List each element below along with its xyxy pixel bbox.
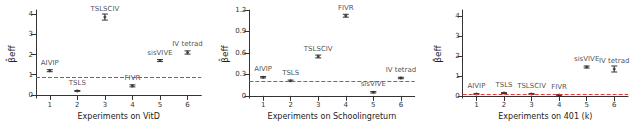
svg-text:FIVR: FIVR [551, 83, 567, 91]
svg-text:4: 4 [455, 12, 460, 20]
svg-text:4: 4 [344, 101, 349, 109]
svg-text:β̂eff: β̂eff [5, 44, 17, 62]
svg-text:2: 2 [29, 51, 33, 59]
svg-text:2: 2 [502, 101, 506, 109]
svg-text:3: 3 [316, 101, 320, 109]
svg-text:TSLS: TSLS [68, 79, 87, 87]
svg-text:3: 3 [103, 101, 107, 109]
svg-text:3: 3 [529, 101, 533, 109]
svg-text:4: 4 [130, 101, 135, 109]
svg-text:sisVIVE: sisVIVE [147, 49, 172, 57]
svg-text:1: 1 [29, 71, 33, 79]
svg-text:2: 2 [75, 101, 79, 109]
svg-text:5: 5 [584, 101, 588, 109]
svg-text:0: 0 [455, 92, 459, 100]
svg-text:0: 0 [29, 91, 33, 99]
svg-text:5: 5 [158, 101, 162, 109]
svg-text:4: 4 [29, 10, 34, 18]
svg-text:FIVR: FIVR [124, 73, 141, 82]
svg-text:IV tetrad: IV tetrad [172, 40, 203, 48]
svg-text:TSLSCIV: TSLSCIV [516, 82, 546, 90]
svg-text:β̂eff: β̂eff [432, 44, 444, 62]
svg-text:1: 1 [455, 72, 459, 80]
svg-text:AIVIP: AIVIP [41, 59, 59, 67]
svg-text:FIVR: FIVR [338, 4, 354, 12]
svg-text:3: 3 [29, 30, 33, 38]
svg-text:1: 1 [261, 101, 265, 109]
svg-text:4: 4 [557, 101, 562, 109]
svg-text:5: 5 [371, 101, 375, 109]
svg-text:sisVIVE: sisVIVE [574, 55, 599, 63]
svg-text:IV tetrad: IV tetrad [386, 66, 417, 74]
svg-text:IV tetrad: IV tetrad [599, 57, 630, 65]
svg-text:AIVIP: AIVIP [467, 82, 485, 90]
svg-text:6: 6 [612, 101, 617, 109]
svg-text:0.3: 0.3 [235, 70, 246, 78]
svg-text:0.9: 0.9 [235, 27, 246, 35]
svg-text:1: 1 [474, 101, 478, 109]
svg-text:6: 6 [399, 101, 404, 109]
svg-text:1.2: 1.2 [235, 6, 246, 14]
svg-text:Experiments on 401 (k): Experiments on 401 (k) [498, 112, 592, 121]
svg-text:2: 2 [288, 101, 292, 109]
svg-text:2: 2 [455, 52, 459, 60]
svg-text:TSLSCIV: TSLSCIV [89, 5, 119, 13]
svg-text:Experiments on Schoolingreturn: Experiments on Schoolingreturn [268, 112, 397, 121]
svg-text:AIVIP: AIVIP [254, 65, 272, 73]
svg-text:0.6: 0.6 [235, 49, 247, 57]
svg-text:sisVIVE: sisVIVE [360, 80, 386, 89]
svg-text:TSLS: TSLS [494, 81, 513, 89]
svg-text:3: 3 [455, 32, 459, 40]
svg-text:β̂eff: β̂eff [218, 44, 230, 62]
svg-text:0: 0 [242, 92, 246, 100]
svg-text:1: 1 [48, 101, 52, 109]
svg-text:6: 6 [185, 101, 190, 109]
svg-text:TSLSCIV: TSLSCIV [303, 45, 333, 53]
svg-text:TSLS: TSLS [281, 69, 300, 77]
svg-text:Experiments on VitD: Experiments on VitD [78, 112, 160, 121]
